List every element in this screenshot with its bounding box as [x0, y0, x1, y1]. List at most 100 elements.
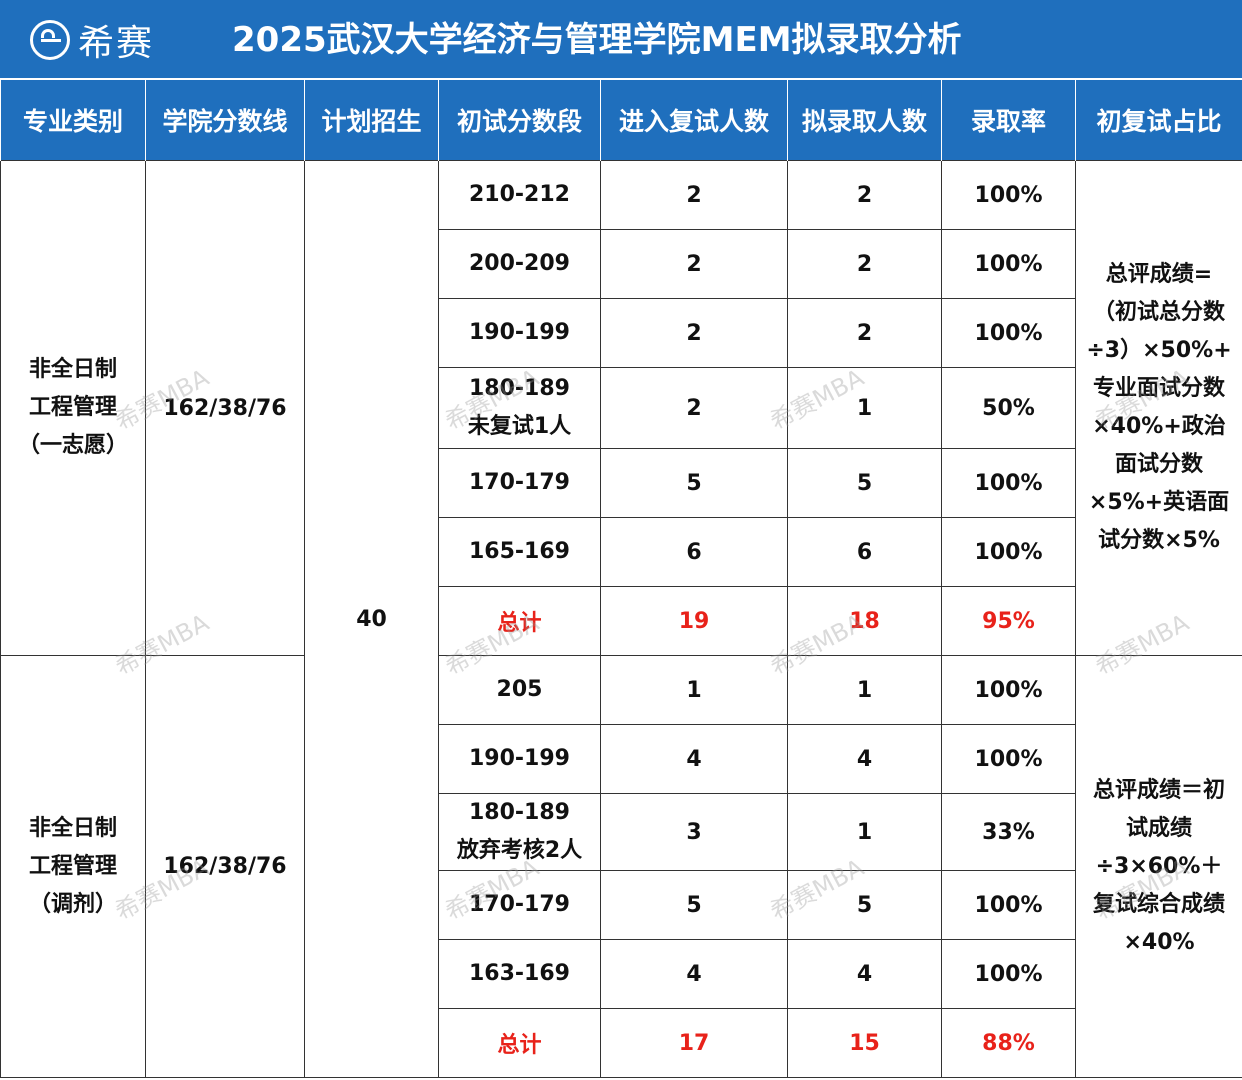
category-line: （一志愿）	[17, 433, 128, 458]
category-line: 工程管理	[28, 395, 117, 420]
total-rate-cell: 95%	[941, 586, 1076, 656]
category-line: 非全日制	[28, 815, 117, 841]
interview-cell: 5	[600, 448, 788, 518]
rate-cell: 100%	[941, 870, 1076, 940]
logo-text: 希赛	[78, 23, 155, 64]
interview-cell: 5	[600, 870, 788, 940]
col-header-admitted: 拟录取人数	[787, 80, 942, 161]
category-cell: 非全日制工程管理 （一志愿）	[0, 160, 146, 656]
interview-cell: 1	[600, 655, 788, 725]
admitted-cell: 4	[787, 724, 942, 794]
table-row: 170-179 5 5 100%	[1, 870, 1242, 940]
range-cell: 163-169	[438, 939, 601, 1009]
table-row: 180-189 放弃考核2人 3 1 33%	[1, 793, 1242, 871]
table-row: 非全日制 工程管理 （一志愿） 162/38/76 40 210-212 2 2 100% 总评成…	[0, 160, 1242, 1078]
range-value: 165-169	[469, 539, 570, 564]
page-title: 2025武汉大学经济与管理学院MEM拟录取分析	[232, 20, 962, 60]
total-label-cell: 总计	[438, 586, 601, 656]
total-interview-cell: 19	[600, 586, 788, 656]
rate-cell: 100%	[941, 939, 1076, 1009]
range-value: 170-179	[469, 892, 570, 917]
category-cell: 非全日制 工程管理 （调剂）	[0, 655, 146, 1078]
admitted-cell: 1	[787, 655, 942, 725]
formula-cell: 总评成绩＝初 试成绩 ÷3×60%＋ 复试综合成绩 ×40%	[1075, 655, 1242, 1078]
total-label-cell: 总计	[438, 1008, 601, 1078]
interview-cell: 2	[600, 160, 788, 230]
admitted-cell: 5	[787, 448, 942, 518]
total-row: 总计 17 15 88%	[1, 1008, 1242, 1078]
col-header-line: 学院分数线	[145, 80, 305, 161]
interview-cell: 2	[600, 229, 788, 299]
formula-line: ÷3×60%＋	[1095, 853, 1223, 879]
rate-cell: 100%	[941, 517, 1076, 587]
range-cell: 190-199	[438, 724, 601, 794]
range-value: 180-189	[469, 376, 570, 401]
rate-cell: 100%	[941, 655, 1076, 725]
range-value: 190-199	[469, 746, 570, 771]
formula-line: 总评成绩＝初	[1092, 777, 1225, 803]
range-cell: 180-189 放弃考核2人	[438, 793, 601, 871]
range-note: 放弃考核2人	[456, 838, 583, 863]
rate-cell: 100%	[941, 160, 1076, 230]
range-value: 180-189	[469, 800, 570, 825]
admitted-cell: 1	[787, 367, 942, 449]
brand-logo: 希赛	[30, 17, 155, 64]
formula-line: 总评成绩=	[1105, 262, 1213, 287]
formula-line: 试分数×5%	[1098, 528, 1220, 553]
interview-cell: 4	[600, 939, 788, 1009]
admitted-cell: 5	[787, 870, 942, 940]
title-bar: 希赛 2025武汉大学经济与管理学院MEM拟录取分析	[0, 0, 1242, 80]
range-cell: 205	[438, 655, 601, 725]
formula-line: （初试总分数	[1092, 300, 1225, 325]
table-row: 180-189 未复试1人 2 1 50%	[1, 367, 1242, 449]
range-cell: 180-189 未复试1人	[438, 367, 601, 449]
admitted-cell: 4	[787, 939, 942, 1009]
formula-line: ÷3）×50%+	[1086, 338, 1232, 363]
interview-cell: 2	[600, 298, 788, 368]
range-value: 190-199	[469, 320, 570, 345]
admitted-cell: 2	[787, 229, 942, 299]
range-value: 210-212	[469, 182, 570, 207]
admission-table: 专业类别 学院分数线 计划招生 初试分数段 进入复试人数 拟录取人数 录取率 初…	[0, 80, 1242, 1078]
total-interview-cell: 17	[600, 1008, 788, 1078]
rate-cell: 100%	[941, 448, 1076, 518]
table-row: 200-209 2 2 100%	[1, 229, 1242, 299]
interview-cell: 6	[600, 517, 788, 587]
formula-line: ×40%	[1123, 929, 1195, 955]
col-header-category: 专业类别	[0, 80, 146, 161]
col-header-range: 初试分数段	[438, 80, 601, 161]
formula-cell: 总评成绩= （初试总分数 ÷3）×50%+ 专业面试分数 ×40%+政治 面试分数 ×5%+…	[1075, 160, 1242, 656]
range-cell: 210-212	[438, 160, 601, 230]
rate-cell: 100%	[941, 298, 1076, 368]
score-line-cell: 162/38/76	[145, 160, 305, 656]
category-line: 非全日制	[28, 357, 117, 382]
range-value: 200-209	[469, 251, 570, 276]
rate-cell: 100%	[941, 229, 1076, 299]
formula-line: ×5%+英语面	[1088, 490, 1230, 515]
col-header-ratio: 初复试占比	[1075, 80, 1242, 161]
range-value: 163-169	[469, 961, 570, 986]
rate-cell: 50%	[941, 367, 1076, 449]
admitted-cell: 2	[787, 160, 942, 230]
range-value: 205	[496, 677, 543, 702]
range-note: 未复试1人	[467, 414, 572, 439]
logo-mark-icon	[30, 20, 70, 60]
admitted-cell: 1	[787, 793, 942, 871]
formula-line: ×40%+政治	[1092, 414, 1226, 439]
header-row: 专业类别 学院分数线 计划招生 初试分数段 进入复试人数 拟录取人数 录取率 初…	[0, 80, 1242, 161]
interview-cell: 4	[600, 724, 788, 794]
formula-line: 复试综合成绩	[1092, 891, 1225, 917]
table-row: 163-169 4 4 100%	[1, 939, 1242, 1009]
col-header-plan: 计划招生	[304, 80, 439, 161]
total-admitted-cell: 18	[787, 586, 942, 656]
plan-cell: 40	[304, 160, 439, 1078]
rate-cell: 100%	[941, 724, 1076, 794]
admitted-cell: 6	[787, 517, 942, 587]
table-row: 190-199 4 4 100%	[1, 724, 1242, 794]
range-cell: 165-169	[438, 517, 601, 587]
range-cell: 190-199	[438, 298, 601, 368]
total-admitted-cell: 15	[787, 1008, 942, 1078]
interview-cell: 3	[600, 793, 788, 871]
table-row: 190-199 2 2 100%	[1, 298, 1242, 368]
total-row: 总计 19 18 95%	[1, 586, 1242, 656]
